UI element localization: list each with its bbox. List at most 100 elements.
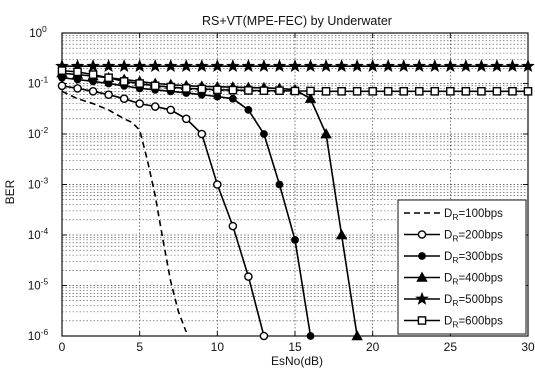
dot-marker xyxy=(244,106,253,114)
star-marker xyxy=(117,59,131,73)
triangle-marker xyxy=(351,330,363,341)
star-marker xyxy=(490,59,504,73)
square-marker xyxy=(290,86,300,96)
star-marker xyxy=(350,59,364,73)
dot-marker xyxy=(213,92,222,101)
series-2 xyxy=(57,81,269,341)
star-marker xyxy=(303,59,318,73)
legend-label: DR=400bps xyxy=(444,273,503,287)
dot-marker xyxy=(275,180,284,189)
circle-marker xyxy=(73,84,82,93)
circle-marker xyxy=(197,129,207,139)
square-marker xyxy=(523,87,533,96)
series-layer xyxy=(55,59,535,341)
square-marker xyxy=(352,87,362,96)
square-marker xyxy=(399,87,409,96)
square-marker xyxy=(414,87,424,96)
circle-marker xyxy=(135,99,144,108)
y-tick-label: 10-5 xyxy=(28,277,49,293)
star-marker xyxy=(86,59,100,73)
dot-marker xyxy=(228,94,237,103)
star-marker xyxy=(257,59,271,73)
square-marker xyxy=(166,82,176,92)
square-marker xyxy=(213,85,222,95)
legend: DR=100bps DR=200bps DR=300bps DR=400bps DR=5… xyxy=(397,199,527,335)
x-tick-label: 5 xyxy=(136,340,143,354)
star-marker xyxy=(396,59,411,73)
circle-marker xyxy=(259,331,269,341)
legend-label: DR=500bps xyxy=(444,294,503,308)
square-marker xyxy=(508,87,517,96)
square-marker xyxy=(446,87,455,96)
series-line xyxy=(61,90,188,333)
star-marker xyxy=(132,59,147,73)
legend-label: DR=300bps xyxy=(444,251,503,265)
square-marker xyxy=(492,87,502,96)
circle-marker xyxy=(88,87,98,96)
circle-marker xyxy=(228,221,238,231)
legend-label: DR=200bps xyxy=(444,230,503,244)
circle-marker xyxy=(57,81,67,91)
legend-item: DR=300bps xyxy=(404,251,503,265)
series-1 xyxy=(61,90,188,333)
x-tick-label: 20 xyxy=(366,340,380,354)
star-marker xyxy=(194,59,209,73)
x-tick-label: 30 xyxy=(521,340,535,354)
star-marker xyxy=(415,291,429,305)
triangle-marker xyxy=(304,92,317,103)
square-marker xyxy=(57,66,67,75)
square-marker xyxy=(259,86,269,96)
square-marker xyxy=(477,87,486,96)
legend-item: DR=400bps xyxy=(404,271,503,287)
square-marker xyxy=(228,85,238,95)
chart-title: RS+VT(MPE-FEC) by Underwater xyxy=(202,14,392,28)
square-marker xyxy=(135,79,144,88)
x-tick-label: 0 xyxy=(59,340,66,354)
legend-item: DR=100bps xyxy=(404,208,503,222)
x-tick-label: 15 xyxy=(288,340,302,354)
star-marker xyxy=(474,59,489,73)
star-marker xyxy=(459,59,473,73)
y-tick-label: 10-2 xyxy=(28,125,49,141)
series-5 xyxy=(55,59,535,73)
square-marker xyxy=(337,87,346,96)
star-marker xyxy=(381,59,396,73)
star-marker xyxy=(443,59,458,73)
y-tick-label: 10-3 xyxy=(28,176,49,192)
triangle-marker xyxy=(320,128,332,139)
star-marker xyxy=(288,59,302,73)
circle-marker xyxy=(181,114,191,124)
y-axis-label: BER xyxy=(3,179,17,204)
star-marker xyxy=(179,59,194,73)
dot-marker xyxy=(291,235,299,244)
star-marker xyxy=(334,59,349,73)
legend-label: DR=100bps xyxy=(444,208,503,222)
circle-marker xyxy=(166,105,176,115)
square-marker xyxy=(321,87,331,96)
x-tick-label: 25 xyxy=(444,340,458,354)
square-marker xyxy=(244,86,253,95)
star-marker xyxy=(148,59,163,73)
square-marker xyxy=(368,87,377,96)
y-tick-label: 10-6 xyxy=(28,327,49,343)
x-axis-label: EsNo(dB) xyxy=(271,354,323,368)
square-marker xyxy=(461,87,471,96)
circle-marker xyxy=(417,230,427,239)
circle-marker xyxy=(150,102,160,111)
square-marker xyxy=(104,73,113,83)
dot-marker xyxy=(260,130,268,138)
star-marker xyxy=(210,59,225,73)
star-marker xyxy=(521,59,535,73)
square-marker xyxy=(73,67,82,77)
legend-item: DR=200bps xyxy=(404,230,503,244)
star-marker xyxy=(412,59,427,73)
axis-ticks: 0 5 10 15 20 25 30 100 10-1 10-2 10-3 10-4 10-5 10-6 xyxy=(28,24,535,354)
circle-marker xyxy=(244,272,253,281)
star-marker xyxy=(163,59,178,73)
star-marker xyxy=(319,59,333,73)
circle-marker xyxy=(104,90,113,100)
dot-marker xyxy=(306,332,315,340)
triangle-marker xyxy=(335,229,348,240)
legend-box xyxy=(397,199,527,335)
square-marker xyxy=(275,86,284,96)
